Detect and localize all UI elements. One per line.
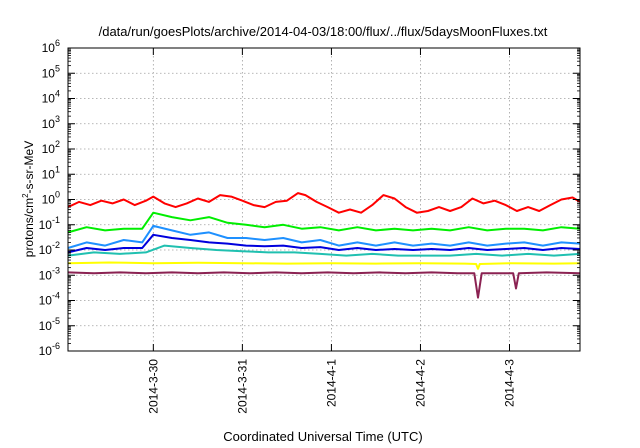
x-tick-label: 2014-3-31 (235, 359, 249, 414)
series-line-3 (67, 233, 581, 254)
y-tick-exponent: -1 (52, 215, 60, 225)
y-axis-label-base: protons/cm (22, 198, 36, 257)
y-tick-label: 104 (42, 89, 60, 106)
y-tick-mantissa: 10 (42, 41, 56, 55)
y-tick-mantissa: 10 (42, 167, 56, 181)
x-tick-label: 2014-4-3 (503, 359, 517, 407)
y-tick-label: 102 (42, 139, 60, 156)
y-tick-exponent: -3 (52, 265, 60, 275)
y-tick-mantissa: 10 (39, 243, 53, 257)
y-tick-mantissa: 10 (42, 66, 56, 80)
y-tick-mantissa: 10 (39, 218, 53, 232)
grid-lines (68, 48, 580, 351)
y-tick-mantissa: 10 (39, 344, 53, 358)
y-tick-exponent: 0 (55, 190, 60, 200)
y-tick-exponent: 6 (55, 38, 60, 48)
series-line-0 (67, 192, 581, 214)
y-tick-label: 105 (42, 63, 60, 80)
y-tick-mantissa: 10 (39, 319, 53, 333)
series-line-6 (67, 271, 581, 299)
y-tick-mantissa: 10 (42, 117, 56, 131)
y-tick-mantissa: 10 (42, 193, 56, 207)
y-tick-exponent: 3 (55, 114, 60, 124)
y-tick-label: 100 (42, 190, 60, 207)
y-tick-label: 10-4 (39, 291, 60, 308)
x-tick-label: 2014-4-2 (413, 359, 427, 407)
y-tick-label: 10-6 (39, 341, 60, 358)
series-line-2 (67, 224, 581, 249)
series-line-4 (67, 244, 581, 257)
y-tick-mantissa: 10 (39, 268, 53, 282)
x-tick-label: 2014-3-30 (146, 359, 160, 414)
y-tick-exponent: -4 (52, 291, 60, 301)
chart-title: /data/run/goesPlots/archive/2014-04-03/1… (99, 24, 548, 39)
y-tick-exponent: 1 (55, 164, 60, 174)
y-tick-label: 10-5 (39, 316, 60, 333)
series-line-1 (67, 211, 581, 234)
y-axis-label-rest: -s-sr-MeV (22, 141, 36, 194)
y-tick-label: 106 (42, 38, 60, 55)
y-tick-exponent: -6 (52, 341, 60, 351)
y-tick-label: 10-1 (39, 215, 60, 232)
series-line-5 (67, 261, 581, 270)
y-axis-label: protons/cm2-s-sr-MeV (21, 141, 36, 257)
y-tick-exponent: -5 (52, 316, 60, 326)
y-tick-label: 101 (42, 164, 60, 181)
x-axis-label: Coordinated Universal Time (UTC) (223, 429, 422, 444)
axis-ticks (68, 47, 580, 352)
y-tick-label: 10-3 (39, 265, 60, 282)
y-tick-label: 103 (42, 114, 60, 131)
y-tick-exponent: 5 (55, 63, 60, 73)
y-tick-labels: 10-610-510-410-310-210-11001011021031041… (39, 38, 60, 358)
data-series (67, 192, 581, 299)
y-tick-exponent: 2 (55, 139, 60, 149)
y-tick-mantissa: 10 (42, 92, 56, 106)
y-tick-mantissa: 10 (42, 142, 56, 156)
y-axis-label-sup: 2 (21, 193, 30, 198)
y-tick-exponent: -2 (52, 240, 60, 250)
y-tick-mantissa: 10 (39, 294, 53, 308)
y-tick-label: 10-2 (39, 240, 60, 257)
x-tick-label: 2014-4-1 (324, 359, 338, 407)
x-tick-labels: 2014-3-30 2014-3-31 2014-4-1 2014-4-2 2014-4… (146, 359, 516, 414)
y-tick-exponent: 4 (55, 89, 60, 99)
